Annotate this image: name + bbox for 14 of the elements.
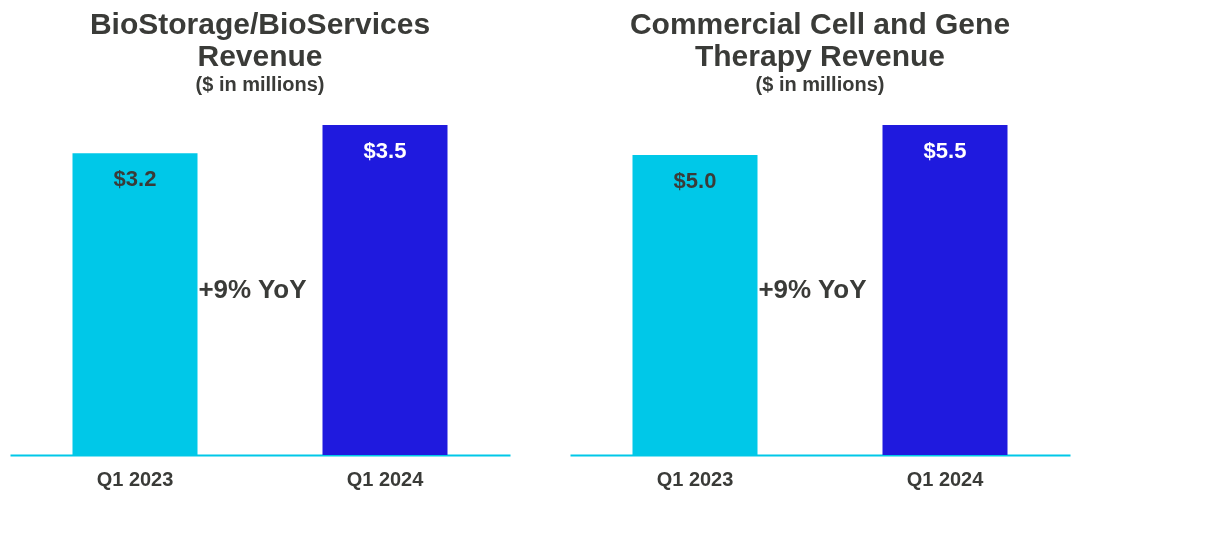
annotation: +9% YoY: [758, 274, 867, 304]
chart-title: Commercial Cell and Gene Therapy Revenue: [629, 7, 1011, 72]
chart-title: BioStorage/BioServices Revenue: [89, 7, 431, 72]
data-label: $5.0: [673, 168, 717, 193]
data-label: $3.5: [363, 138, 407, 163]
data-label: $3.2: [113, 166, 157, 192]
x-tick-label: Q1 2024: [346, 467, 425, 490]
chart-subtitle: ($ in millions): [195, 73, 325, 95]
annotation: +9% YoY: [198, 274, 307, 304]
data-label: $5.5: [923, 138, 967, 163]
x-tick-label: Q1 2023: [656, 467, 734, 490]
x-tick-label: Q1 2023: [96, 467, 174, 490]
chart-subtitle: ($ in millions): [755, 73, 885, 95]
x-tick-label: Q1 2024: [906, 467, 985, 490]
